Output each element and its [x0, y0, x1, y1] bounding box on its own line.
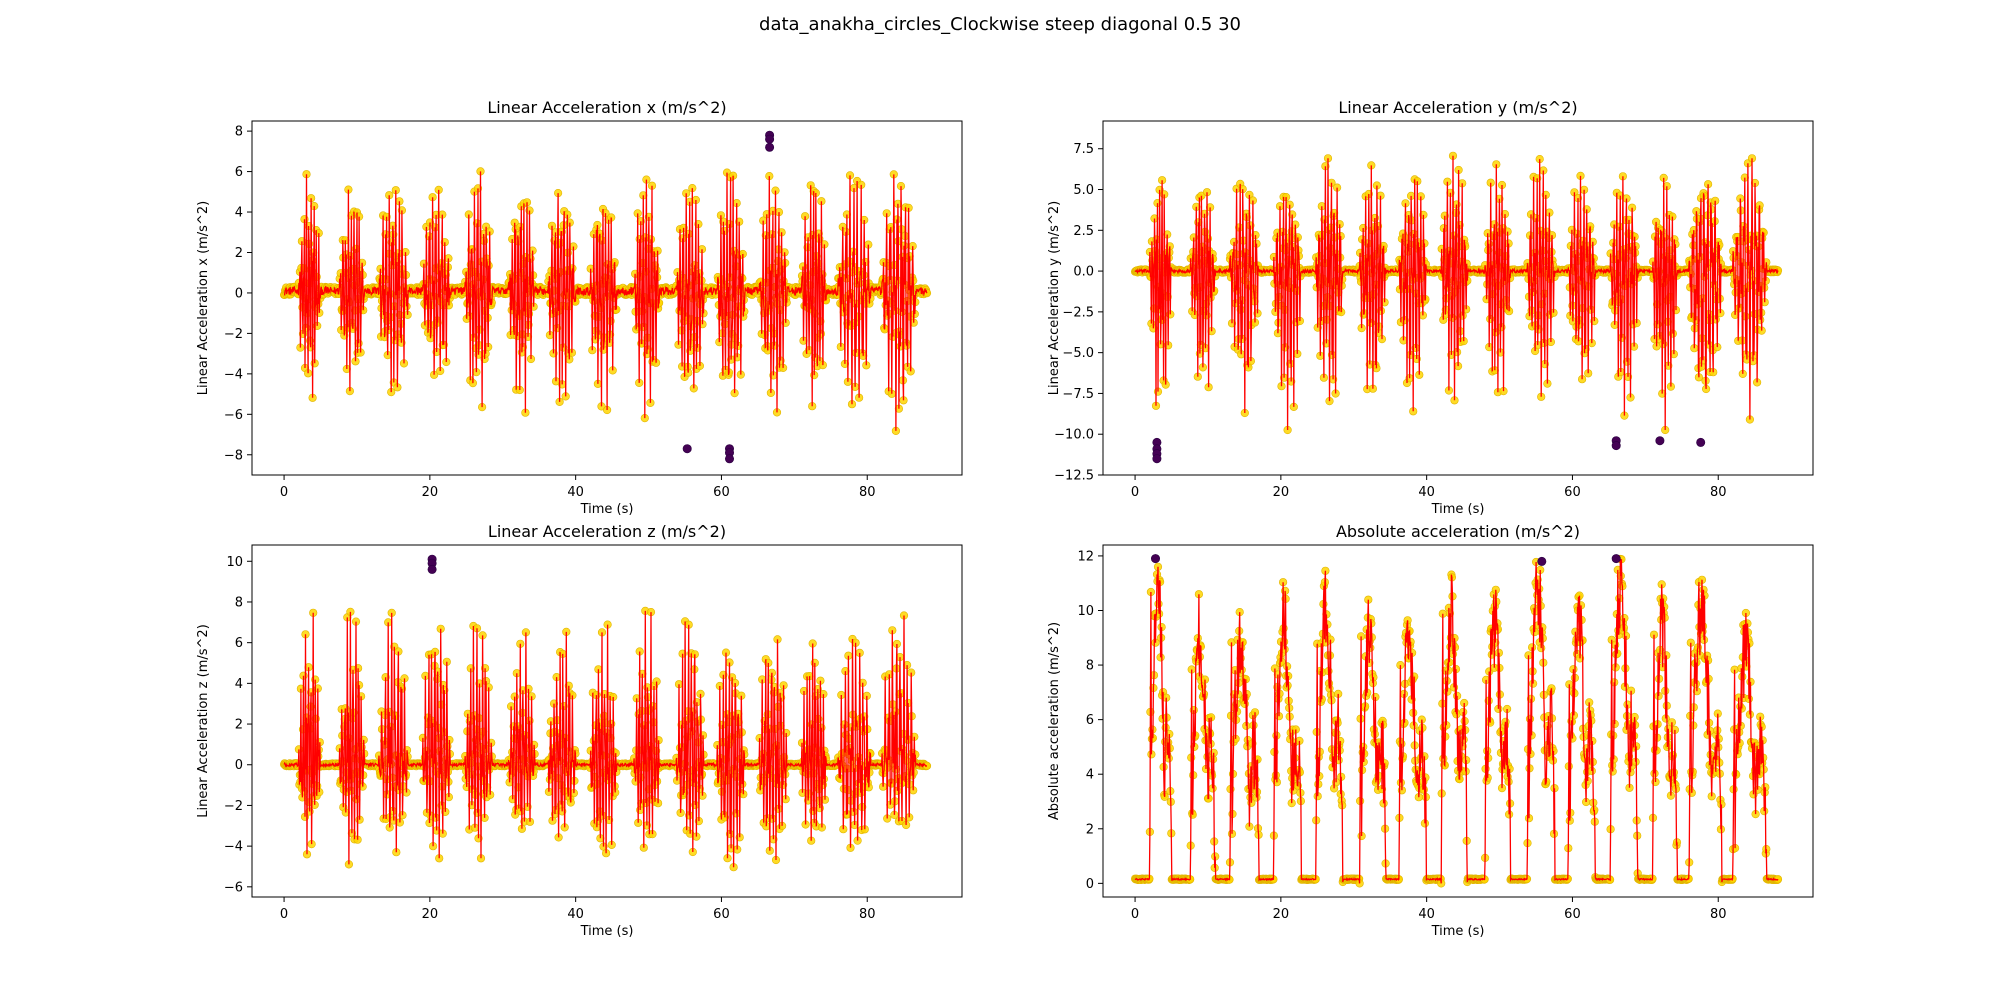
panel-linear-acceleration-z: 0 20 40 60 80 −6 −4 −2 0 2 4 6 8 10 Linear Acceleratio…: [196, 522, 963, 939]
outlier-point: [1152, 454, 1162, 464]
x-tick-label: 60: [713, 485, 730, 500]
y-tick-label: −5.0: [1062, 346, 1094, 361]
y-tick-label: −6: [224, 408, 243, 423]
y-tick-label: 7.5: [1073, 142, 1094, 157]
y-tick-label: −8: [224, 448, 243, 463]
series-markers: [1130, 554, 1783, 888]
x-tick-label: 80: [1710, 485, 1727, 500]
x-tick-label: 60: [713, 907, 730, 922]
y-tick-label: 0: [235, 758, 243, 773]
x-tick-label: 80: [859, 907, 876, 922]
y-tick-label: 10: [226, 555, 243, 570]
outlier-point: [682, 444, 692, 454]
x-tick-label: 0: [280, 907, 288, 922]
y-tick-label: 5.0: [1073, 183, 1094, 198]
axes-frame: [251, 120, 963, 476]
y-tick-label: −4: [224, 840, 243, 855]
x-tick-label: 20: [422, 485, 439, 500]
x-tick-label: 40: [567, 907, 584, 922]
panel-linear-acceleration-y: 0 20 40 60 80 −12.5 −10.0 −7.5 −5.0 −2.5 0.0 2.5 5.0…: [1047, 98, 1814, 517]
y-tick-label: −12.5: [1054, 469, 1094, 484]
y-tick-label: 4: [235, 206, 243, 221]
y-axis-label: Linear Acceleration y (m/s^2): [1047, 201, 1062, 395]
figure-title: data_anakha_circles_Clockwise steep diag…: [759, 14, 1241, 35]
series-aabs: [1130, 554, 1783, 888]
y-tick-label: −6: [224, 880, 243, 895]
y-tick-label: −10.0: [1054, 428, 1094, 443]
x-axis-label: Time (s): [580, 924, 634, 939]
axes-frame: [1102, 120, 1814, 476]
outlier-point: [724, 454, 734, 464]
y-tick-label: 0: [235, 286, 243, 301]
y-axis-label: Linear Acceleration z (m/s^2): [196, 624, 211, 818]
x-tick-label: 20: [1273, 485, 1290, 500]
axes-title: Linear Acceleration y (m/s^2): [1338, 98, 1577, 117]
x-tick-label: 40: [1418, 485, 1435, 500]
outlier-point: [427, 564, 437, 574]
y-tick-label: −2: [224, 799, 243, 814]
x-tick-label: 20: [422, 907, 439, 922]
x-tick-label: 80: [859, 485, 876, 500]
y-tick-label: 4: [235, 677, 243, 692]
y-tick-label: −7.5: [1062, 387, 1094, 402]
x-tick-label: 60: [1564, 485, 1581, 500]
series-ay: [1130, 151, 1783, 464]
y-tick-label: 8: [235, 595, 243, 610]
y-tick-label: 2: [235, 718, 243, 733]
y-tick-label: 2: [235, 246, 243, 261]
panel-linear-acceleration-x: 0 20 40 60 80 −8 −6 −4 −2 0 2 4 6 8 Linear Acceleratio…: [196, 98, 963, 517]
series-ax: [280, 130, 932, 464]
outlier-point: [1696, 437, 1706, 447]
x-axis-label: Time (s): [580, 502, 634, 517]
series-line: [283, 171, 928, 431]
y-tick-label: −2: [224, 327, 243, 342]
x-tick-label: 0: [280, 485, 288, 500]
x-tick-label: 40: [567, 485, 584, 500]
outlier-point: [1655, 436, 1665, 446]
axes-title: Linear Acceleration x (m/s^2): [487, 98, 726, 117]
y-axis-label: Linear Acceleration x (m/s^2): [196, 201, 211, 395]
series-az: [280, 554, 932, 872]
x-axis-label: Time (s): [1431, 502, 1485, 517]
series-line: [1134, 155, 1779, 431]
outlier-point: [765, 142, 775, 152]
y-tick-label: 6: [235, 165, 243, 180]
series-markers: [280, 167, 932, 436]
y-tick-label: 8: [235, 125, 243, 140]
outlier-point: [765, 134, 775, 144]
y-tick-label: 2.5: [1073, 224, 1094, 239]
axes-title: Linear Acceleration z (m/s^2): [488, 522, 726, 541]
y-tick-label: −2.5: [1062, 305, 1094, 320]
y-tick-label: 6: [235, 636, 243, 651]
y-tick-label: 0.0: [1073, 265, 1094, 280]
x-tick-label: 0: [1131, 485, 1139, 500]
outlier-point: [1611, 441, 1621, 451]
y-tick-label: −4: [224, 367, 243, 382]
